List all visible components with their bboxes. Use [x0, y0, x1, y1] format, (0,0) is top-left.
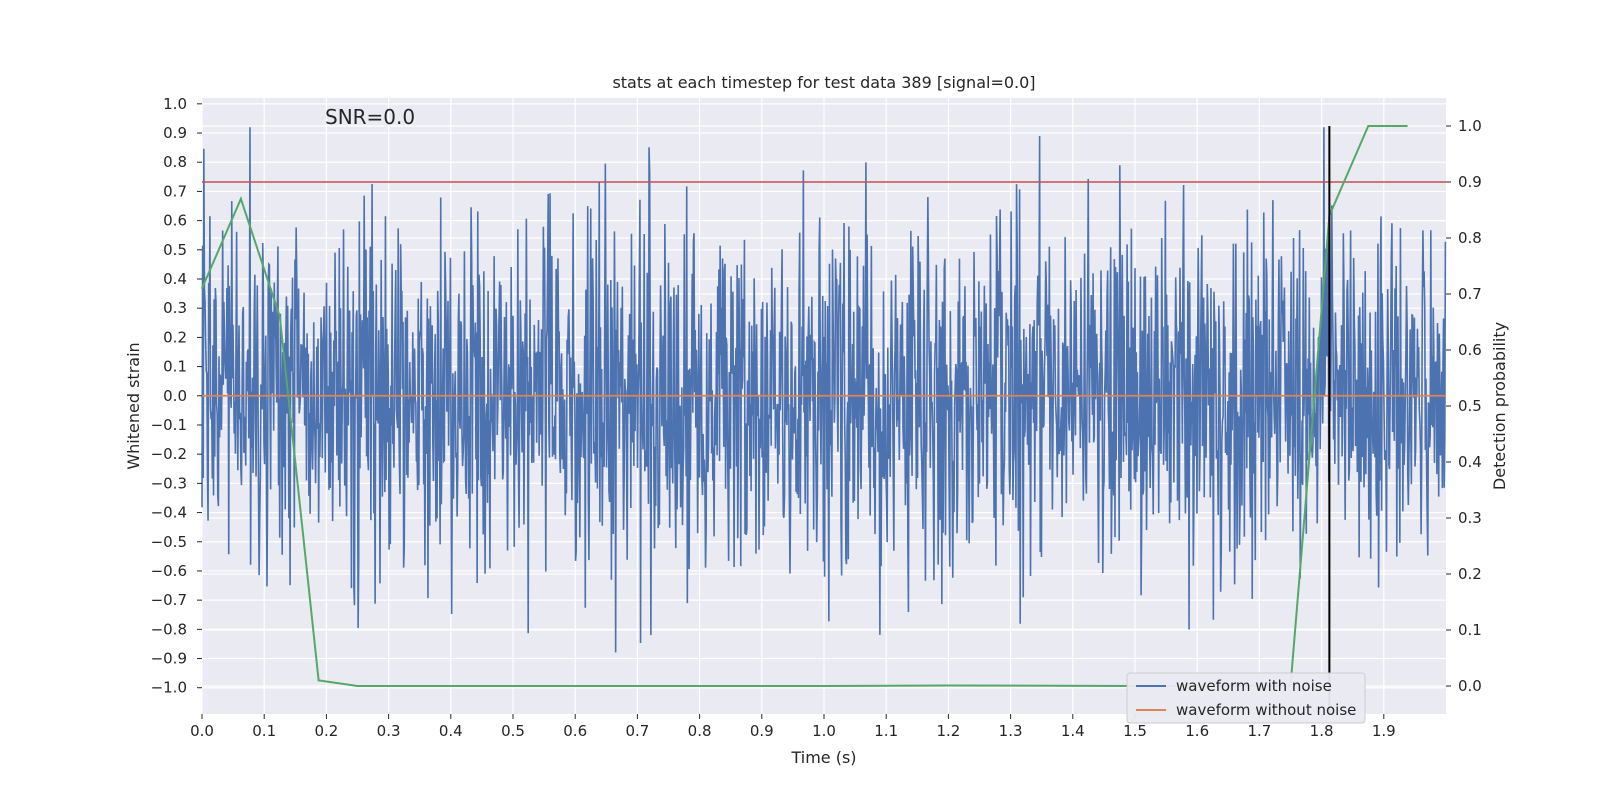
axes: 0.0 0.1 0.2 0.3 0.4 0.5 0.6 0.7 0.8 0.9 1.0 1.1 1.2 1… [151, 95, 1482, 740]
x-tick-label: 0.4 [439, 722, 463, 740]
detection-probability-point [947, 684, 950, 687]
x-tick-label: 1.4 [1061, 722, 1085, 740]
y-left-tick-label: 0.2 [163, 328, 187, 346]
y-right-tick-label: 0.5 [1458, 397, 1482, 415]
legend-box [1126, 672, 1366, 724]
legend: waveform with noise waveform without noi… [1126, 672, 1366, 724]
x-tick-label: 1.1 [874, 722, 898, 740]
y-left-tick-label: 0.1 [163, 358, 187, 376]
x-tick-label: 0.1 [252, 722, 276, 740]
x-tick-label: 0.2 [314, 722, 338, 740]
y-left-tick-label: −0.9 [151, 650, 187, 668]
detection-probability-point [278, 315, 281, 318]
detection-probability-point [512, 685, 514, 687]
x-tick-label: 1.5 [1123, 722, 1147, 740]
y-left-tick-label: −0.7 [151, 591, 187, 609]
x-tick-label: 1.8 [1310, 722, 1334, 740]
x-tick-label: 1.9 [1372, 722, 1396, 740]
x-tick-label: 1.2 [936, 722, 960, 740]
x-tick-label: 1.7 [1247, 722, 1271, 740]
y-left-tick-label: 0.7 [163, 182, 187, 200]
y-left-tick-label: −1.0 [151, 679, 187, 697]
y-right-tick-label: 0.8 [1458, 229, 1482, 247]
series-detection-probability [201, 125, 1408, 687]
y-left-tick-label: −0.5 [151, 533, 187, 551]
line-series [201, 125, 1446, 714]
x-tick-label: 1.6 [1185, 722, 1209, 740]
y-right-tick-label: 0.9 [1458, 173, 1482, 191]
y-right-tick-label: 0.0 [1458, 677, 1482, 695]
y-left-tick-label: −0.6 [151, 562, 187, 580]
y-left-tick-label: 0.8 [163, 153, 187, 171]
y-right-tick-label: 1.0 [1458, 117, 1482, 135]
detection-probability-point [1367, 125, 1370, 127]
x-axis-label: Time (s) [790, 748, 856, 767]
detection-probability-point [823, 685, 825, 687]
y-axis-label-left: Whitened strain [124, 342, 143, 469]
y-left-tick-label: 1.0 [163, 95, 187, 113]
x-tick-label: 0.8 [688, 722, 712, 740]
x-tick-label: 0.9 [750, 722, 774, 740]
y-left-tick-label: 0.0 [163, 387, 187, 405]
y-right-tick-label: 0.1 [1458, 621, 1482, 639]
y-left-tick-label: 0.3 [163, 299, 187, 317]
noise-series [201, 127, 1447, 653]
y-left-tick-label: −0.1 [151, 416, 187, 434]
y-right-tick-label: 0.2 [1458, 565, 1482, 583]
detection-probability-point [667, 685, 670, 687]
detection-probability-point [240, 198, 242, 200]
y-right-tick-label: 0.7 [1458, 285, 1482, 303]
y-left-tick-label: −0.3 [151, 474, 187, 492]
legend-label-clean: waveform without noise [1176, 701, 1356, 719]
y-left-tick-label: 0.6 [163, 212, 187, 230]
detection-probability-point [1406, 125, 1408, 127]
x-tick-label: 0.7 [625, 722, 649, 740]
detection-probability-point [201, 287, 203, 290]
legend-label-noise: waveform with noise [1176, 677, 1332, 695]
chart-title: stats at each timestep for test data 389… [612, 73, 1035, 92]
y-left-tick-label: −0.8 [151, 620, 187, 638]
detection-probability-point [317, 679, 320, 682]
x-tick-label: 1.0 [812, 722, 836, 740]
y-left-tick-label: −0.2 [151, 445, 187, 463]
y-left-tick-label: 0.5 [163, 241, 187, 259]
x-tick-label: 1.3 [999, 722, 1023, 740]
x-tick-label: 0.6 [563, 722, 587, 740]
y-right-tick-label: 0.6 [1458, 341, 1482, 359]
y-axis-label-right: Detection probability [1490, 322, 1509, 490]
y-left-tick-label: 0.4 [163, 270, 187, 288]
x-tick-label: 0.0 [190, 722, 214, 740]
snr-annotation: SNR=0.0 [325, 105, 415, 129]
y-left-tick-label: −0.4 [151, 504, 187, 522]
detection-probability-point [356, 685, 359, 687]
x-tick-label: 0.3 [377, 722, 401, 740]
x-tick-label: 0.5 [501, 722, 525, 740]
y-left-tick-label: 0.9 [163, 124, 187, 142]
series-waveform-with-noise [201, 127, 1447, 653]
y-right-tick-label: 0.4 [1458, 453, 1482, 471]
y-right-tick-label: 0.3 [1458, 509, 1482, 527]
